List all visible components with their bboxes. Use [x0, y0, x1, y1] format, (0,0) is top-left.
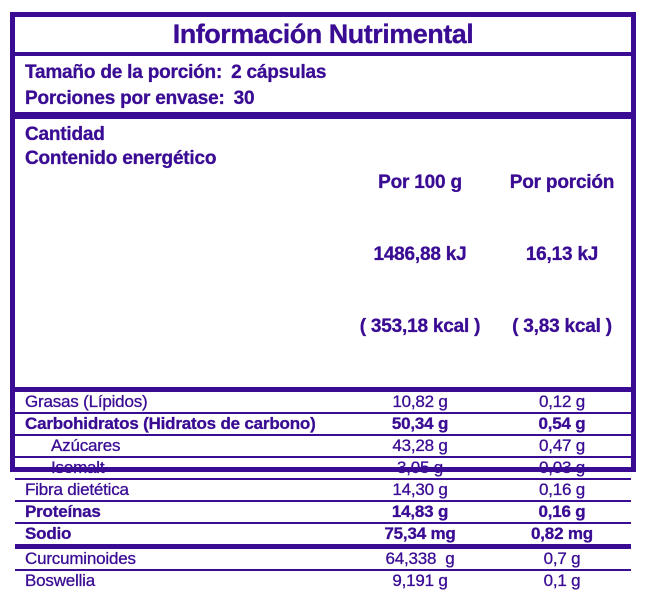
row-per100-value: 3,05 g — [396, 458, 444, 477]
row-portion-value: 0,16 g — [538, 502, 586, 521]
header-per100-kcal: ( 353,18 kcal ) — [359, 316, 481, 337]
row-portion-value: 0,54 g — [538, 414, 586, 433]
table-row-curcuminoides: Curcuminoides 64,338 g 0,7 g — [15, 549, 631, 571]
header-portion-kcal: ( 3,83 kcal ) — [512, 316, 612, 337]
row-per100-value: 75,34 mg — [384, 524, 456, 543]
table-header: Cantidad Contenido energético Por 100 g … — [15, 119, 631, 392]
servings-per-container-value: 30 — [233, 88, 255, 109]
row-per100-value: 64,338 g — [385, 549, 455, 568]
header-per100-column: Por 100 g 1486,88 kJ ( 353,18 kcal ) — [347, 123, 493, 387]
servings-per-container-label: Porciones por envase: — [25, 88, 225, 109]
row-label: Isomalt — [51, 458, 105, 477]
header-amount-column: Cantidad Contenido energético — [15, 123, 347, 387]
row-portion-value: 0,1 g — [543, 571, 581, 590]
label-title: Información Nutrimental — [172, 19, 474, 49]
row-portion-value: 0,03 g — [538, 458, 586, 477]
row-label: Boswellia — [25, 571, 96, 590]
row-per100-value: 50,34 g — [391, 414, 449, 433]
row-per100-value: 10,82 g — [392, 392, 448, 411]
table-row-sodio: Sodio 75,34 mg 0,82 mg — [15, 524, 631, 549]
label-title-section: Información Nutrimental — [15, 17, 631, 56]
row-label: Azúcares — [51, 436, 121, 455]
table-row-carbohidratos: Carbohidratos (Hidratos de carbono) 50,3… — [15, 414, 631, 436]
row-label: Grasas (Lípidos) — [25, 392, 148, 411]
header-portion-title: Por porción — [509, 172, 615, 193]
table-row-azucares: Azúcares 43,28 g 0,47 g — [15, 436, 631, 458]
row-per100-value: 14,30 g — [392, 480, 448, 499]
nutrition-label: Información Nutrimental Tamaño de la por… — [10, 12, 636, 590]
row-portion-value: 0,7 g — [543, 549, 581, 568]
row-portion-value: 0,16 g — [538, 480, 586, 499]
row-label: Fibra dietética — [25, 480, 129, 499]
row-label: Sodio — [25, 524, 72, 543]
header-amount-label: Cantidad — [25, 124, 105, 145]
row-portion-value: 0,12 g — [538, 392, 586, 411]
table-row-isomalt: Isomalt 3,05 g 0,03 g — [15, 458, 631, 480]
row-per100-value: 43,28 g — [392, 436, 448, 455]
header-portion-column: Por porción 16,13 kJ ( 3,83 kcal ) — [493, 123, 631, 387]
row-label: Proteínas — [25, 502, 101, 521]
header-portion-kj: 16,13 kJ — [525, 244, 599, 265]
header-per100-title: Por 100 g — [378, 172, 462, 193]
row-portion-value: 0,47 g — [538, 436, 586, 455]
serving-info-section: Tamaño de la porción: 2 cápsulas Porcione… — [15, 56, 631, 119]
serving-size-line: Tamaño de la porción: 2 cápsulas — [25, 60, 621, 86]
page: Información Nutrimental Tamaño de la por… — [10, 12, 636, 591]
table-row-fibra: Fibra dietética 14,30 g 0,16 g — [15, 480, 631, 502]
header-per100-kj: 1486,88 kJ — [373, 244, 467, 265]
row-label: Curcuminoides — [25, 549, 136, 568]
nutrient-rows: Grasas (Lípidos) 10,82 g 0,12 g Carbohid… — [15, 392, 631, 591]
servings-per-container-line: Porciones por envase: 30 — [25, 86, 621, 112]
serving-size-label: Tamaño de la porción: — [25, 62, 223, 83]
header-energy-label: Contenido energético — [25, 148, 217, 169]
row-portion-value: 0,82 mg — [531, 524, 593, 543]
table-row-boswellia: Boswellia 9,191 g 0,1 g — [15, 571, 631, 591]
row-per100-value: 9,191 g — [392, 571, 448, 590]
table-row-proteinas: Proteínas 14,83 g 0,16 g — [15, 502, 631, 524]
serving-size-value: 2 cápsulas — [231, 62, 327, 83]
row-label: Carbohidratos (Hidratos de carbono) — [25, 414, 316, 433]
row-per100-value: 14,83 g — [391, 502, 449, 521]
table-row-grasas: Grasas (Lípidos) 10,82 g 0,12 g — [15, 392, 631, 414]
